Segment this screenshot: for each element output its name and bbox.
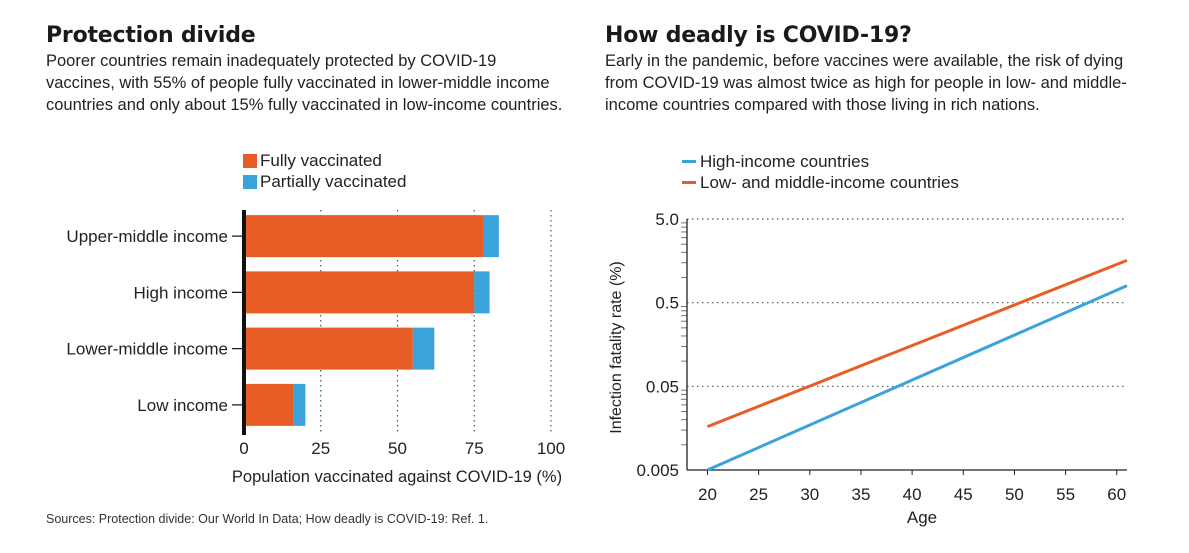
x-axis-title: Age <box>907 508 937 527</box>
right-panel-title: How deadly is COVID-19? <box>605 23 912 48</box>
y-axis-title: Infection fatality rate (%) <box>608 261 625 434</box>
x-tick-label: 30 <box>800 485 819 504</box>
x-tick-label: 60 <box>1107 485 1126 504</box>
category-label: Lower-middle income <box>66 340 228 359</box>
legend-line-lmic <box>682 181 696 184</box>
legend-item-lmic: Low- and middle-income countries <box>682 172 959 193</box>
bar-fully-vaccinated <box>244 271 475 314</box>
right-legend: High-income countries Low- and middle-in… <box>682 151 959 193</box>
x-tick-label: 40 <box>903 485 922 504</box>
right-panel-subtitle: Early in the pandemic, before vaccines w… <box>605 52 1127 114</box>
left-panel-title: Protection divide <box>46 23 256 48</box>
legend-label-high-income: High-income countries <box>700 151 870 171</box>
bar-partially-vaccinated <box>474 271 490 314</box>
bar-partially-vaccinated <box>483 215 499 258</box>
legend-swatch-fully <box>243 153 257 168</box>
x-tick-label: 20 <box>698 485 717 504</box>
line-high-income <box>706 284 1128 472</box>
x-tick-label: 100 <box>537 439 565 458</box>
x-tick-label: 25 <box>749 485 768 504</box>
sources-note: Sources: Protection divide: Our World In… <box>46 512 489 526</box>
legend-label-partially: Partially vaccinated <box>260 171 407 191</box>
legend-label-fully: Fully vaccinated <box>260 150 382 170</box>
legend-label-lmic: Low- and middle-income countries <box>700 172 959 192</box>
legend-swatch-partially <box>243 174 257 189</box>
x-tick-label: 50 <box>1005 485 1024 504</box>
bar-fully-vaccinated <box>244 327 413 370</box>
left-panel-subtitle: Poorer countries remain inadequately pro… <box>46 52 563 114</box>
x-tick-label: 50 <box>388 439 407 458</box>
vaccination-bar-chart: Upper-middle income High income Lower-midd… <box>66 210 565 486</box>
y-tick-label: 0.05 <box>646 377 679 396</box>
bar-fully-vaccinated <box>244 215 484 258</box>
y-tick-label: 0.5 <box>655 294 679 313</box>
legend-item-partially-vaccinated: Partially vaccinated <box>243 171 406 192</box>
x-tick-label: 75 <box>465 439 484 458</box>
x-tick-label: 45 <box>954 485 973 504</box>
x-axis-title: Population vaccinated against COVID-19 (… <box>232 468 562 486</box>
bar-fully-vaccinated <box>244 383 294 426</box>
left-legend: Fully vaccinated Partially vaccinated <box>243 150 406 192</box>
x-tick-label: 55 <box>1056 485 1075 504</box>
line-low-middle-income <box>706 259 1128 429</box>
x-tick-label: 35 <box>851 485 870 504</box>
category-label: High income <box>134 283 229 302</box>
category-label: Upper-middle income <box>66 227 228 246</box>
bar-partially-vaccinated <box>293 383 306 426</box>
x-tick-label: 0 <box>239 439 248 458</box>
y-tick-label: 5.0 <box>655 210 679 229</box>
y-tick-label: 0.005 <box>636 461 679 480</box>
x-tick-label: 25 <box>311 439 330 458</box>
legend-line-high-income <box>682 160 696 163</box>
legend-item-high-income: High-income countries <box>682 151 959 172</box>
legend-item-fully-vaccinated: Fully vaccinated <box>243 150 406 171</box>
category-label: Low income <box>137 396 228 415</box>
bar-partially-vaccinated <box>412 327 435 370</box>
fatality-line-chart: 0.005 0.05 0.5 5.0 20 25 30 35 40 45 50 55 60 Age Infe… <box>608 210 1128 527</box>
